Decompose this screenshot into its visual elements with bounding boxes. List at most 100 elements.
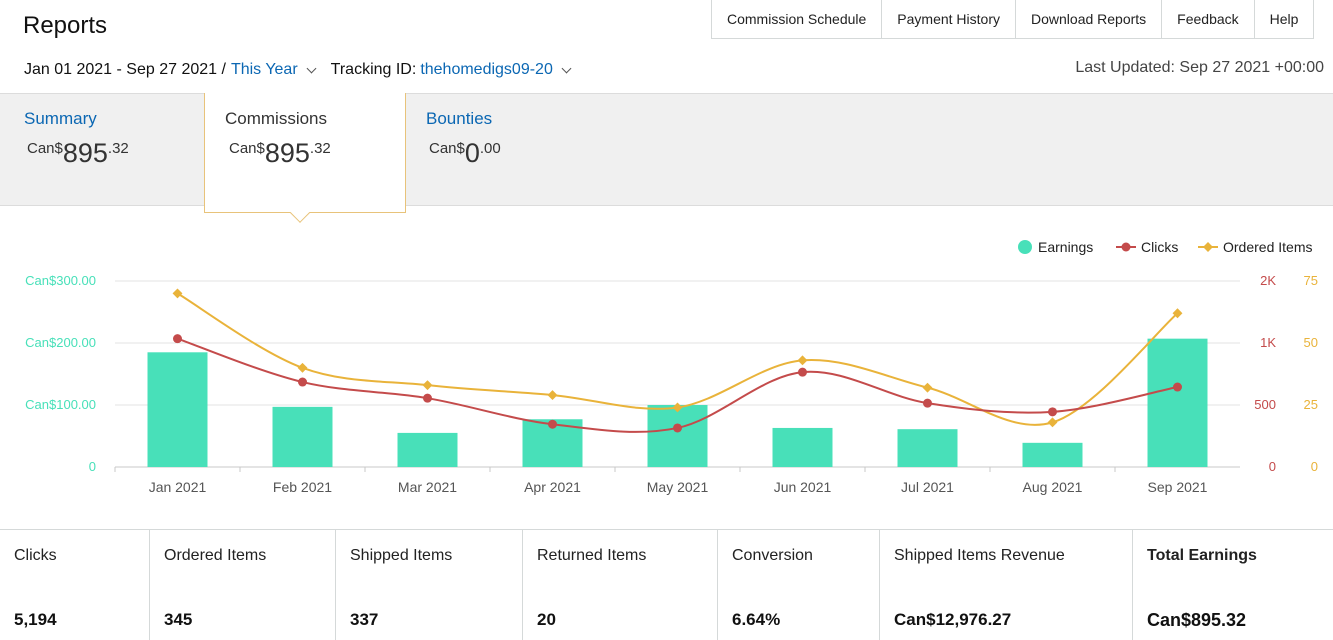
currency-symbol: Can$: [27, 140, 63, 157]
tab-bounties-amount: Can$0.00: [429, 138, 501, 169]
date-range: Jan 01 2021 - Sep 27 2021 /: [24, 61, 226, 78]
legend-earnings-swatch: [1018, 240, 1032, 254]
ordered-axis-tick: 0: [1311, 459, 1318, 474]
x-axis-label: Aug 2021: [1023, 479, 1083, 495]
ordered-items-point: [1172, 308, 1183, 319]
earnings-bar: [647, 405, 708, 467]
tab-commissions-amount: Can$895.32: [229, 138, 331, 169]
stat-clicks: Clicks 5,194: [0, 530, 150, 640]
stat-value: Can$12,976.27: [894, 610, 1012, 629]
earnings-bar: [397, 432, 458, 467]
stat-conversion: Conversion 6.64%: [718, 530, 880, 640]
tab-bounties-label: Bounties: [426, 109, 493, 128]
ordered-items-point: [797, 355, 808, 366]
last-updated: Last Updated: Sep 27 2021 +00:00: [1075, 59, 1324, 76]
earnings-bar: [897, 429, 958, 467]
earnings-bar: [272, 406, 333, 467]
clicks-point: [548, 419, 557, 429]
x-axis-label: Apr 2021: [524, 479, 581, 495]
amount-cents: .32: [107, 140, 129, 157]
clicks-point: [1173, 382, 1182, 392]
ordered-axis-tick: 50: [1304, 335, 1318, 350]
left-axis-tick: Can$300.00: [25, 273, 96, 288]
currency-symbol: Can$: [229, 140, 265, 157]
clicks-axis-tick: 0: [1269, 459, 1276, 474]
ordered-axis-tick: 75: [1304, 273, 1318, 288]
stat-label: Returned Items: [537, 547, 647, 564]
stat-label: Clicks: [14, 547, 57, 564]
stat-value: 6.64%: [732, 610, 781, 629]
legend-ordered-label: Ordered Items: [1223, 239, 1312, 255]
x-axis-label: Jan 2021: [149, 479, 207, 495]
page-title: Reports: [23, 12, 108, 39]
stat-value: 345: [164, 610, 193, 629]
earnings-bar: [772, 427, 833, 467]
legend-earnings-label: Earnings: [1038, 239, 1093, 255]
x-axis-label: Jul 2021: [901, 479, 954, 495]
stat-label: Ordered Items: [164, 547, 267, 564]
report-filters: Jan 01 2021 - Sep 27 2021 / This Year Tr…: [24, 58, 580, 82]
stats-row: Clicks 5,194 Ordered Items 345 Shipped I…: [0, 529, 1333, 640]
clicks-point: [923, 398, 932, 408]
payment-history-link[interactable]: Payment History: [882, 0, 1016, 38]
x-axis-label: Sep 2021: [1148, 479, 1208, 495]
stat-value: Can$895.32: [1147, 610, 1247, 630]
clicks-point: [1048, 407, 1057, 417]
clicks-point: [798, 367, 807, 377]
x-axis-label: Mar 2021: [398, 479, 457, 495]
ordered-items-point: [422, 380, 433, 391]
chevron-down-icon[interactable]: [306, 63, 317, 73]
download-reports-link[interactable]: Download Reports: [1016, 0, 1163, 38]
tab-bounties[interactable]: Bounties Can$0.00: [406, 94, 606, 207]
ordered-items-point: [922, 382, 933, 393]
tab-commissions[interactable]: Commissions Can$895.32: [204, 93, 406, 223]
clicks-axis-tick: 1K: [1260, 335, 1276, 350]
earnings-chart: 0 0 0 Can$100.00 500 25 Can$200.00 1K 50 Can$300.…: [0, 207, 1333, 529]
period-dropdown[interactable]: This Year: [230, 61, 298, 78]
amount-cents: .32: [309, 140, 331, 157]
clicks-point: [673, 423, 682, 433]
tab-summary[interactable]: Summary Can$895.32: [0, 94, 204, 207]
stat-value: 337: [350, 610, 379, 629]
tracking-id-label: Tracking ID:: [330, 61, 417, 78]
legend-ordered-swatch: [1203, 242, 1213, 252]
clicks-axis-tick: 500: [1254, 397, 1276, 412]
report-tabs: Summary Can$895.32 Commissions Can$895.3…: [0, 93, 1333, 223]
amount-whole: 895: [264, 138, 310, 168]
stat-value: 20: [537, 610, 556, 629]
stat-shipped-items: Shipped Items 337: [336, 530, 523, 640]
x-axis-label: May 2021: [647, 479, 709, 495]
ordered-items-point: [297, 362, 308, 373]
stat-returned-items: Returned Items 20: [523, 530, 718, 640]
tracking-id-dropdown[interactable]: thehomedigs09-20: [420, 61, 553, 78]
stat-label: Total Earnings: [1147, 547, 1257, 564]
chart-canvas: 0 0 0 Can$100.00 500 25 Can$200.00 1K 50 Can$300.…: [25, 239, 1318, 495]
chevron-down-icon[interactable]: [561, 63, 572, 73]
ordered-items-point: [1047, 417, 1058, 428]
stat-label: Shipped Items: [350, 547, 453, 564]
clicks-point: [173, 334, 182, 344]
earnings-bar: [147, 352, 208, 467]
stat-shipped-items-revenue: Shipped Items Revenue Can$12,976.27: [880, 530, 1133, 640]
help-link[interactable]: Help: [1255, 0, 1315, 38]
legend-clicks-label: Clicks: [1141, 239, 1178, 255]
amount-whole: 895: [62, 138, 108, 168]
left-axis-tick: 0: [89, 459, 96, 474]
clicks-point: [423, 393, 432, 403]
ordered-items-point: [672, 402, 683, 413]
amount-cents: .00: [479, 140, 501, 157]
left-axis-tick: Can$200.00: [25, 335, 96, 350]
tab-summary-label: Summary: [24, 109, 97, 128]
left-axis-tick: Can$100.00: [25, 397, 96, 412]
commission-schedule-link[interactable]: Commission Schedule: [712, 0, 883, 38]
feedback-link[interactable]: Feedback: [1162, 0, 1255, 38]
earnings-bar: [1022, 442, 1083, 467]
x-axis-label: Feb 2021: [273, 479, 332, 495]
stat-value: 5,194: [14, 610, 57, 629]
x-axis-label: Jun 2021: [774, 479, 832, 495]
stat-label: Conversion: [732, 547, 813, 564]
stat-total-earnings: Total Earnings Can$895.32: [1133, 530, 1333, 640]
stat-ordered-items: Ordered Items 345: [150, 530, 336, 640]
legend-clicks-swatch: [1121, 242, 1131, 252]
currency-symbol: Can$: [429, 140, 465, 157]
